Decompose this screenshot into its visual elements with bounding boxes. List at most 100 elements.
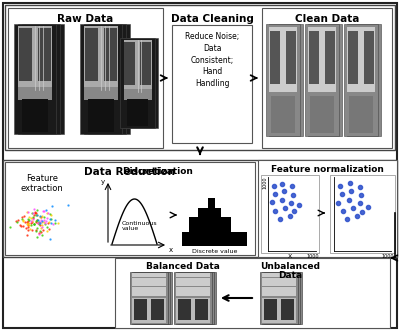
Bar <box>142 42 154 85</box>
Bar <box>151 299 164 320</box>
Bar <box>283 299 296 320</box>
Bar <box>132 298 166 323</box>
Bar <box>308 27 336 92</box>
Bar <box>5 5 395 150</box>
Bar <box>26 87 60 100</box>
Bar <box>93 28 106 81</box>
Text: Continuous
value: Continuous value <box>122 220 158 231</box>
Bar <box>178 299 191 320</box>
Text: Reduce Noise;
Data
Consistent;
Hand
Handling: Reduce Noise; Data Consistent; Hand Hand… <box>185 32 239 88</box>
Bar <box>84 26 118 87</box>
Bar <box>38 28 51 81</box>
Bar <box>120 38 155 128</box>
Bar <box>126 89 154 100</box>
Bar <box>266 278 300 282</box>
Bar <box>3 160 397 257</box>
Bar <box>153 299 166 320</box>
Bar <box>96 99 122 132</box>
Bar <box>88 24 130 134</box>
Bar <box>124 42 135 85</box>
Text: 1000: 1000 <box>307 254 319 259</box>
Text: Raw Data: Raw Data <box>57 14 113 24</box>
Bar <box>269 24 303 136</box>
Bar <box>264 282 298 286</box>
Bar <box>85 28 98 81</box>
Text: Feature
extraction: Feature extraction <box>21 174 63 193</box>
Bar <box>30 99 56 132</box>
Bar <box>195 299 208 320</box>
Bar <box>285 299 298 320</box>
Bar <box>22 24 64 134</box>
Bar <box>176 291 210 296</box>
Bar <box>136 298 170 323</box>
Bar <box>262 8 392 148</box>
Bar <box>26 26 60 87</box>
Bar <box>330 175 395 253</box>
Bar <box>180 282 214 286</box>
Bar <box>266 299 279 320</box>
Bar <box>134 273 168 277</box>
Bar <box>84 87 118 100</box>
Bar <box>27 28 40 81</box>
Bar <box>5 162 255 255</box>
Bar <box>115 258 390 328</box>
Bar <box>178 287 212 291</box>
Bar <box>350 27 378 92</box>
Bar <box>88 87 122 100</box>
Bar <box>136 291 170 296</box>
Bar <box>136 282 170 286</box>
Bar <box>176 287 210 291</box>
Bar <box>347 27 375 92</box>
Bar <box>264 298 298 323</box>
Bar <box>180 278 214 282</box>
Text: Balanced Data: Balanced Data <box>146 262 220 271</box>
Bar <box>274 96 298 133</box>
Bar <box>264 287 298 291</box>
Bar <box>264 299 277 320</box>
Bar <box>26 99 52 132</box>
Bar <box>126 40 154 89</box>
Bar <box>180 298 214 323</box>
Text: 1: 1 <box>333 168 337 173</box>
Bar <box>286 30 296 84</box>
Bar <box>104 28 117 81</box>
Bar <box>366 30 378 84</box>
Bar <box>18 87 52 100</box>
Text: Clean Data: Clean Data <box>295 14 359 24</box>
Bar <box>155 299 168 320</box>
Bar <box>136 273 170 277</box>
Bar <box>266 282 300 286</box>
Bar <box>350 30 362 84</box>
Bar <box>138 299 151 320</box>
Bar <box>328 30 338 84</box>
Bar <box>130 99 151 126</box>
Bar <box>262 278 296 282</box>
Bar <box>124 40 152 89</box>
Bar <box>281 299 294 320</box>
Bar <box>311 27 339 92</box>
Text: Discretization: Discretization <box>122 167 194 176</box>
Bar <box>266 287 300 291</box>
Text: Data: Data <box>278 271 302 280</box>
Bar <box>130 272 168 324</box>
Bar <box>89 28 102 81</box>
Text: 1000: 1000 <box>382 254 394 259</box>
Text: Feature normalization: Feature normalization <box>270 165 384 174</box>
Bar <box>127 99 148 126</box>
Text: Discrete value: Discrete value <box>192 249 238 254</box>
Bar <box>92 26 126 87</box>
Bar <box>308 24 342 136</box>
Bar <box>269 27 297 92</box>
Bar <box>123 38 158 128</box>
Bar <box>272 27 300 92</box>
Bar <box>176 273 210 277</box>
Bar <box>88 26 122 87</box>
Bar <box>132 273 166 277</box>
Bar <box>324 30 336 84</box>
Bar <box>344 24 378 136</box>
Bar <box>174 272 212 324</box>
Bar <box>264 272 302 324</box>
Bar <box>178 298 212 323</box>
Bar <box>127 42 138 85</box>
Bar <box>136 287 170 291</box>
